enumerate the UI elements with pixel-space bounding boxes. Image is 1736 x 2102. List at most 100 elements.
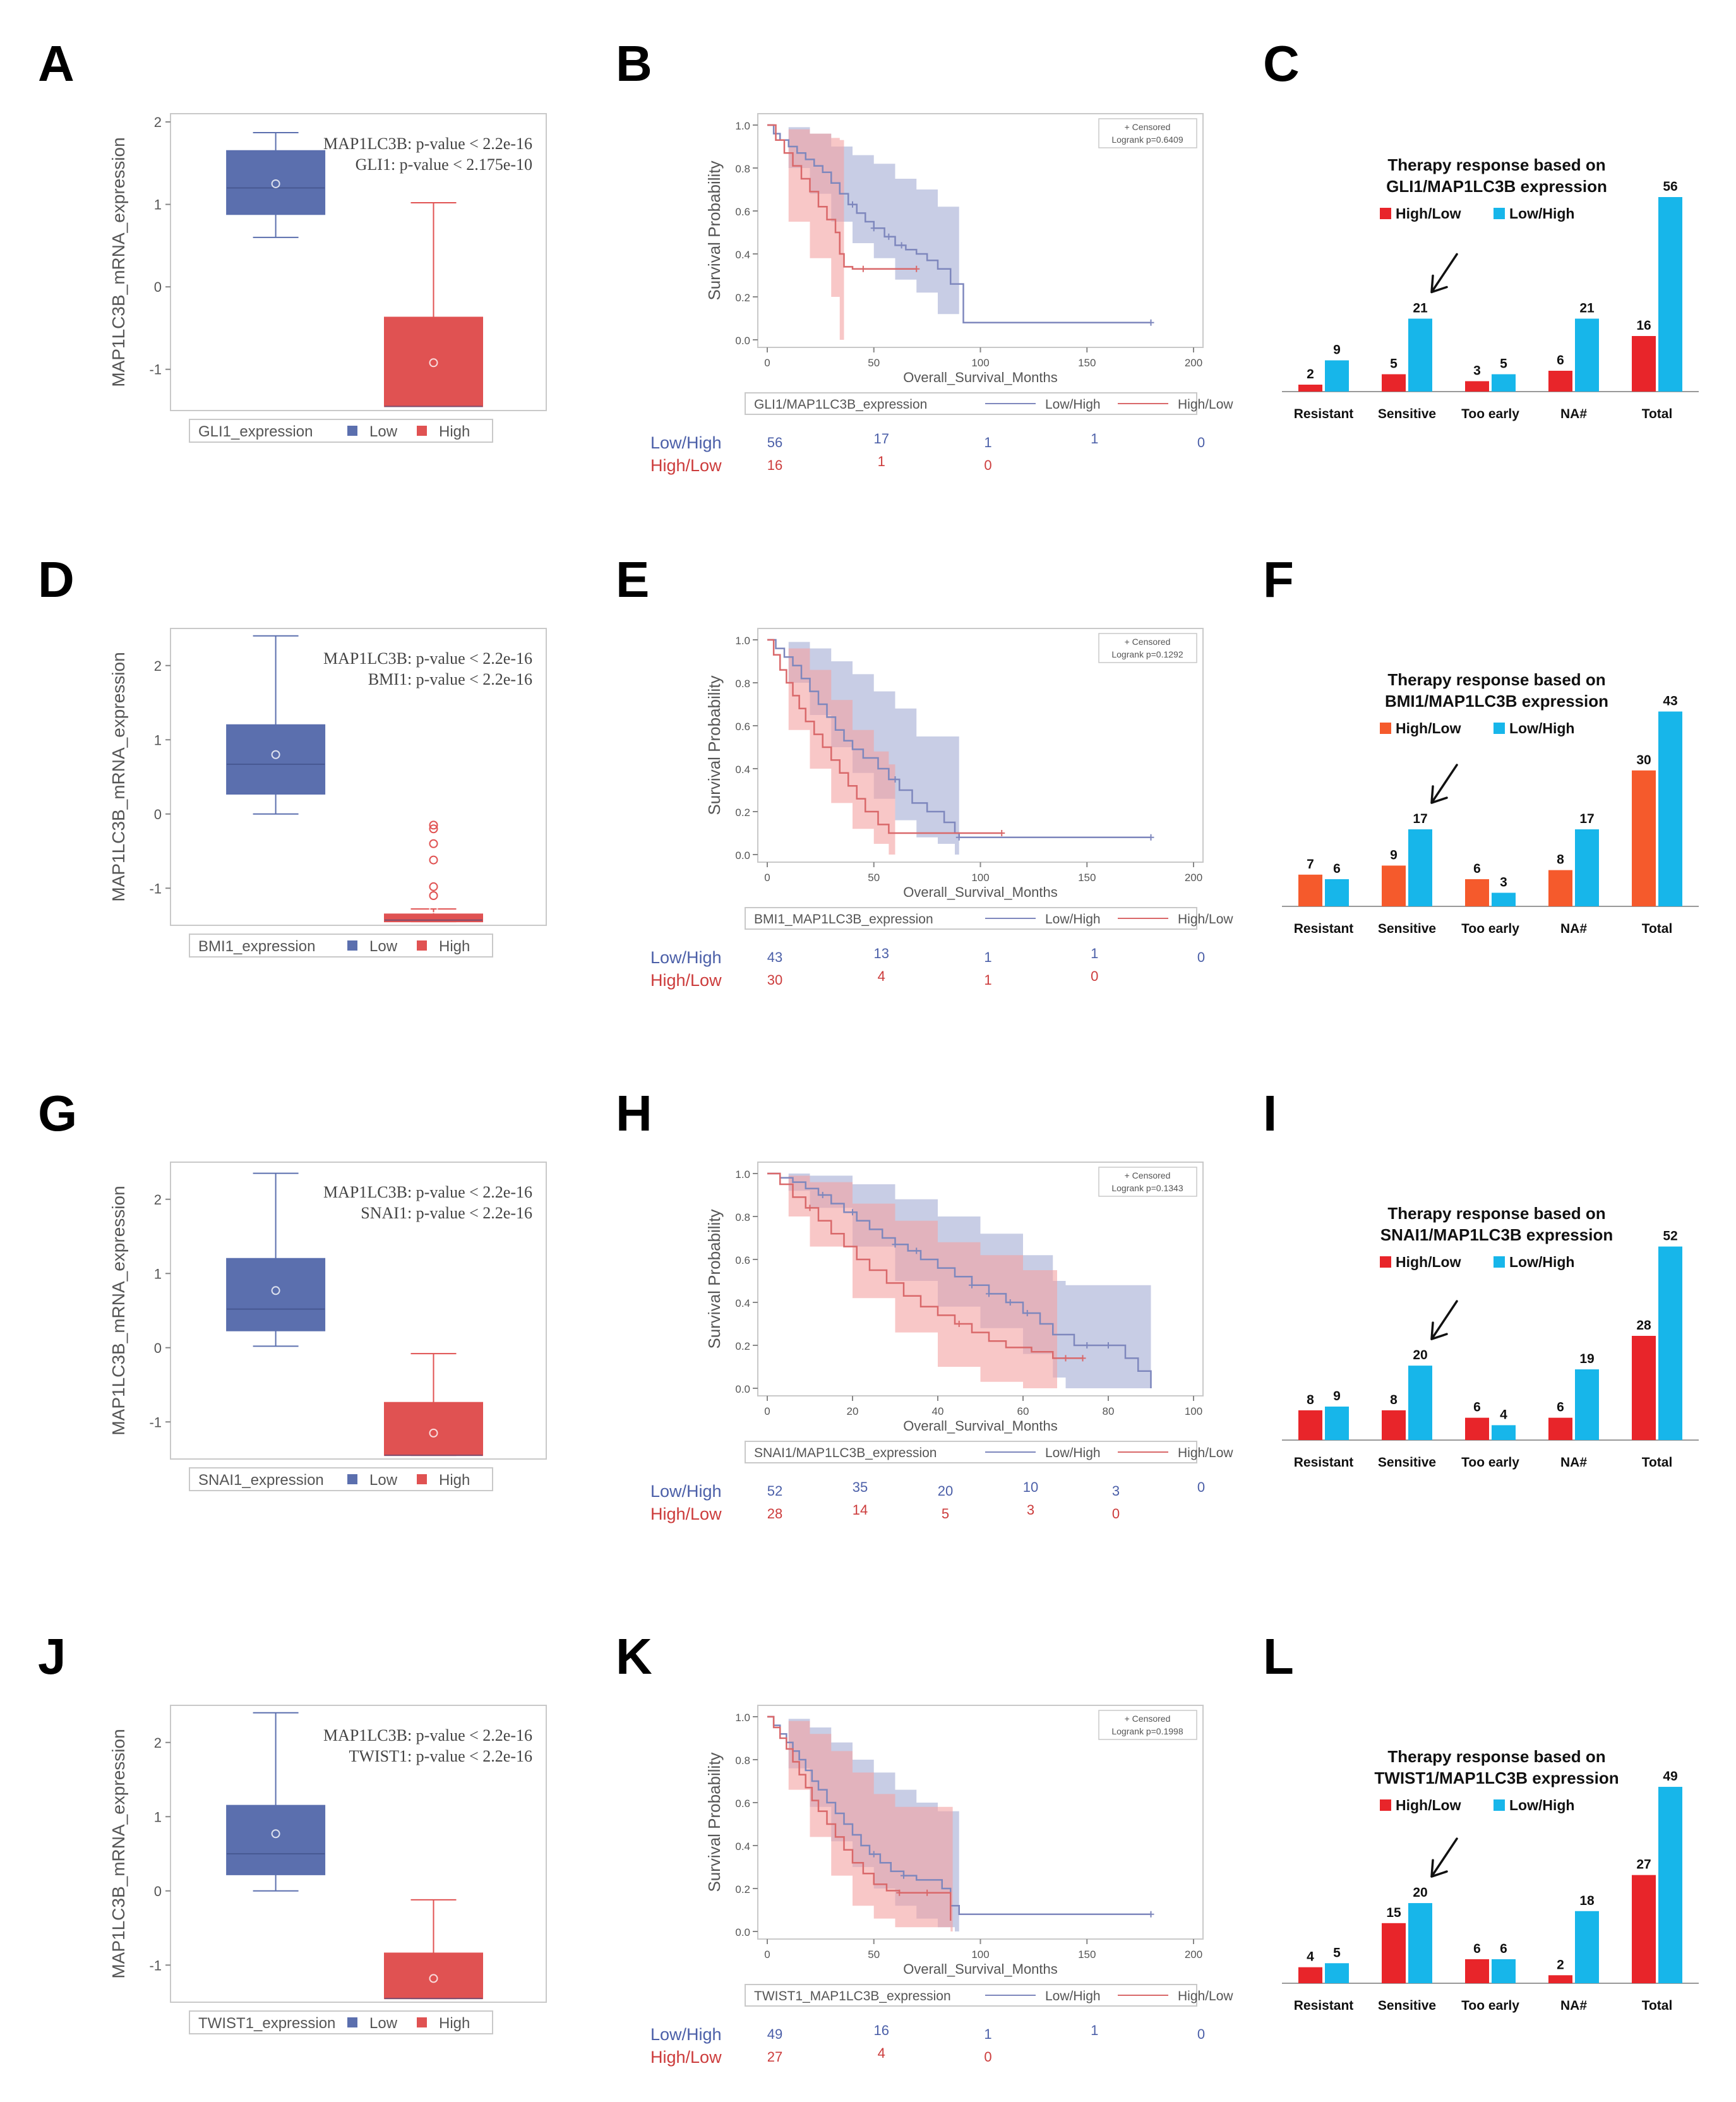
censored-legend: + Censored — [1125, 637, 1171, 647]
risk-count: 0 — [1197, 2026, 1205, 2042]
bar-high-low — [1382, 374, 1406, 392]
y-tick-label: 0.4 — [735, 764, 750, 776]
x-tick-label: 100 — [1185, 1405, 1202, 1417]
panel-label-d: D — [38, 551, 75, 608]
bar-low-high — [1408, 318, 1432, 392]
y-tick-label: 1.0 — [735, 1712, 750, 1724]
bar-high-low — [1465, 1959, 1489, 1983]
y-tick-label: 0 — [154, 807, 162, 822]
data-label: 8 — [1390, 1393, 1398, 1407]
risk-row-label: High/Low — [650, 2048, 722, 2067]
data-label: 17 — [1413, 812, 1427, 826]
y-tick-label: 2 — [154, 1735, 162, 1751]
bar-high-low — [1548, 870, 1572, 906]
risk-count: 43 — [767, 949, 782, 965]
arrow-indicator — [1430, 1837, 1458, 1878]
category-label: Sensitive — [1378, 1455, 1436, 1470]
censor-mark-low-high — [870, 1851, 877, 1858]
survival-curve-high-low — [767, 639, 1002, 834]
y-tick-label: 1.0 — [735, 635, 750, 647]
data-label: 9 — [1333, 343, 1341, 357]
legend-high-low: High/Low — [1396, 1254, 1461, 1270]
x-tick-label: 0 — [764, 357, 770, 369]
risk-count: 0 — [1197, 949, 1205, 965]
category-label: Total — [1642, 1455, 1673, 1470]
risk-count: 28 — [767, 1506, 782, 1522]
category-label: Too early — [1461, 407, 1519, 421]
data-label: 6 — [1333, 862, 1341, 876]
outlier-point — [429, 882, 438, 891]
y-axis-label: MAP1LC3B_mRNA_expression — [109, 1186, 128, 1435]
bar-chart-l: Therapy response based on TWIST1/MAP1LC3B… — [1282, 1747, 1699, 2013]
bar-low-high — [1408, 829, 1432, 906]
data-label: 52 — [1663, 1229, 1677, 1244]
bar-high-low — [1465, 381, 1489, 392]
panel-label-j: J — [38, 1628, 66, 1685]
risk-count: 4 — [878, 2045, 885, 2061]
legend-swatch-high — [417, 940, 427, 951]
censor-mark-low-high — [849, 201, 856, 208]
category-label: Resistant — [1294, 1998, 1354, 2013]
bar-low-high — [1408, 1903, 1432, 1983]
risk-count: 0 — [1197, 1479, 1205, 1495]
legend-high-low: High/Low — [1178, 912, 1233, 927]
stats-box — [1098, 1710, 1197, 1740]
risk-count: 27 — [767, 2049, 782, 2065]
risk-row-label: Low/High — [650, 433, 722, 452]
chart-title-line-2: BMI1/MAP1LC3B expression — [1385, 692, 1608, 711]
x-tick-label: 200 — [1185, 872, 1202, 884]
arrow-indicator — [1430, 253, 1458, 294]
km-plot-e: 1.00.80.60.40.20.00 50 100 150 200Overall_Su… — [650, 628, 1233, 990]
y-tick-label: 1 — [154, 732, 162, 748]
arrow-indicator — [1430, 764, 1458, 804]
data-label: 15 — [1386, 1906, 1401, 1920]
data-label: 6 — [1500, 1942, 1507, 1956]
censor-mark-high-low — [859, 265, 866, 272]
bar-high-low — [1465, 1417, 1489, 1440]
mean-marker — [271, 750, 280, 759]
y-tick-label: 0 — [154, 1883, 162, 1899]
bar-high-low — [1548, 1417, 1572, 1440]
x-tick-label: 150 — [1078, 1949, 1096, 1961]
bar-chart-f: Therapy response based on BMI1/MAP1LC3B e… — [1282, 670, 1699, 936]
data-label: 8 — [1557, 853, 1564, 867]
bar-high-low — [1548, 371, 1572, 392]
bar-low-high — [1575, 829, 1599, 906]
risk-count: 1 — [984, 2026, 991, 2042]
censor-mark-high-low — [924, 1889, 931, 1896]
y-tick-label: 0.0 — [735, 1383, 750, 1395]
x-axis-label: Overall_Survival_Months — [903, 1418, 1058, 1434]
y-axis-label: Survival Probability — [705, 1752, 724, 1892]
legend-swatch-high — [417, 426, 427, 436]
legend-high-low: High/Low — [1178, 1446, 1233, 1460]
censor-mark-high-low — [896, 1889, 903, 1896]
panel-label-h: H — [616, 1085, 652, 1141]
risk-count: 0 — [1091, 968, 1098, 984]
data-label: 43 — [1663, 694, 1677, 709]
bar-high-low — [1632, 1875, 1656, 1983]
x-tick-label: 0 — [764, 1949, 770, 1961]
legend-title: BMI1_expression — [198, 938, 315, 955]
data-label: 3 — [1500, 875, 1507, 889]
x-axis-label: Overall_Survival_Months — [903, 369, 1058, 385]
y-axis-label: Survival Probability — [705, 160, 724, 300]
bar-high-low — [1382, 1923, 1406, 1983]
data-label: 20 — [1413, 1885, 1427, 1900]
risk-count: 0 — [984, 457, 991, 473]
legend-title: GLI1/MAP1LC3B_expression — [754, 397, 927, 412]
arrow-indicator — [1430, 1300, 1458, 1340]
legend-title: GLI1_expression — [198, 423, 313, 440]
chart-title-line-1: Therapy response based on — [1387, 155, 1605, 174]
chart-title-line-1: Therapy response based on — [1387, 1204, 1605, 1223]
x-tick-label: 50 — [868, 357, 880, 369]
censor-mark-low-high — [849, 1209, 856, 1216]
boxplot-g: -1 0 1 2 MAP1LC3B_mRNA_expression MAP1LC3B: p… — [109, 1162, 547, 1491]
panel-label-c: C — [1263, 35, 1300, 92]
risk-count: 14 — [853, 1502, 868, 1518]
censor-mark-low-high — [892, 776, 899, 783]
legend-swatch-high-low — [1380, 723, 1391, 734]
y-tick-label: 0.4 — [735, 1841, 750, 1853]
legend-high-low: High/Low — [1178, 1989, 1233, 2003]
p-value-annotation: MAP1LC3B: p-value < 2.2e-16 — [323, 135, 532, 153]
legend-title: TWIST1_expression — [198, 2015, 335, 2032]
